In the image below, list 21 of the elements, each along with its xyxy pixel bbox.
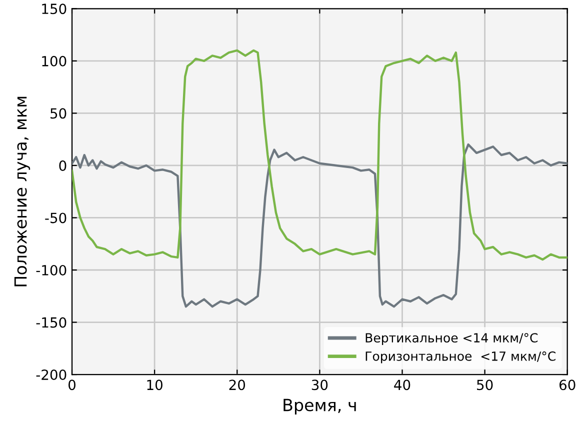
y-tick-label: 50 (50, 108, 66, 119)
y-tick-label: -50 (45, 212, 66, 224)
y-axis-title: Положение луча, мкм (14, 96, 30, 286)
x-tick-label: 60 (559, 380, 576, 390)
x-tick-label: 50 (477, 380, 493, 390)
line-series (72, 143, 568, 308)
y-tick-label: 100 (42, 56, 66, 66)
y-tick-label: 150 (42, 4, 66, 14)
legend-label: Горизонтальное <17 мкм/°C (366, 351, 556, 364)
y-tick-label: 0 (59, 160, 66, 171)
x-tick-label: 20 (229, 380, 246, 390)
x-tick-label: 0 (68, 380, 76, 390)
x-tick-label: 10 (147, 380, 162, 390)
y-tick-label: -100 (36, 264, 66, 276)
legend-label: Вертикальное <14 мкм/°C (366, 333, 538, 345)
x-axis-title: Время, ч (284, 398, 356, 415)
x-tick-label: 30 (312, 380, 328, 390)
y-tick-label: -150 (36, 317, 66, 328)
line-series (72, 49, 568, 261)
y-tick-label: -200 (36, 370, 66, 380)
x-tick-label: 40 (394, 380, 410, 390)
